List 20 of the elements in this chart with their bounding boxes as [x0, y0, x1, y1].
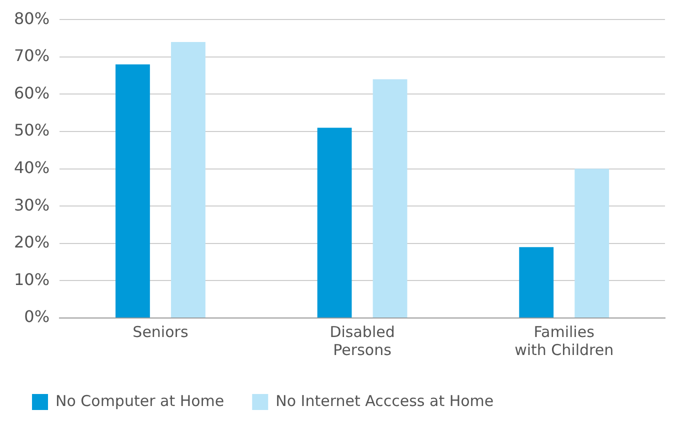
x-tick-label: Disabled Persons: [330, 322, 395, 359]
legend-label: No Internet Acccess at Home: [276, 392, 494, 410]
bar: [116, 64, 150, 318]
y-tick-label: 50%: [14, 120, 50, 140]
bar: [171, 42, 206, 318]
y-tick-label: 10%: [14, 270, 50, 289]
x-tick-label: Seniors: [132, 322, 188, 341]
bar: [574, 168, 610, 318]
x-tick-label: Families with Children: [514, 322, 614, 359]
legend-label: No Computer at Home: [56, 392, 224, 410]
y-tick-label: 30%: [14, 195, 50, 214]
bar: [519, 247, 554, 318]
y-tick-label: 40%: [14, 158, 50, 177]
y-tick-label: 0%: [24, 307, 50, 326]
bar: [372, 79, 408, 318]
y-tick-label: 70%: [14, 46, 50, 66]
y-tick-label: 80%: [14, 8, 50, 28]
bar: [317, 128, 352, 318]
y-tick-label: 60%: [14, 83, 50, 102]
y-tick-label: 20%: [14, 232, 50, 252]
